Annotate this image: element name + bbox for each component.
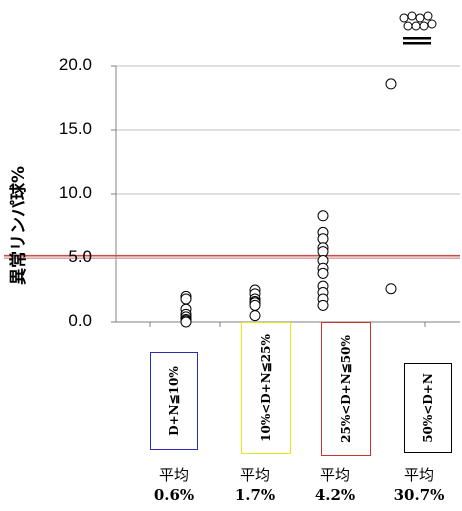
average-label-4: 平均 30.7% — [393, 466, 445, 504]
y-axis-label: 異常リンパ球% — [9, 165, 30, 285]
offscale-point — [419, 21, 429, 31]
offscale-point — [427, 19, 437, 29]
offscale-point — [407, 11, 417, 21]
y-tick-label: 10.0 — [58, 183, 92, 202]
average-label-1: 平均 0.6% — [153, 466, 195, 504]
offscale-point — [415, 13, 425, 23]
offscale-point — [403, 21, 413, 31]
offscale-bar — [403, 37, 431, 40]
category-label-2: 10%<D+N≦25% — [241, 322, 291, 454]
offscale-point — [411, 21, 421, 31]
category-label-4: 50%<D+N — [404, 363, 452, 453]
gridlines — [116, 65, 460, 323]
data-point — [317, 267, 329, 279]
data-point — [180, 293, 192, 305]
average-label-2: 平均 1.7% — [234, 466, 276, 504]
offscale-point — [399, 13, 409, 23]
category-label-3: 25%<D+N≦50% — [321, 322, 371, 456]
offscale-bar — [403, 42, 431, 45]
reference-line — [4, 254, 460, 259]
average-label-3: 平均 4.2% — [314, 466, 356, 504]
data-point — [317, 210, 329, 222]
data-point — [385, 283, 397, 295]
offscale-point — [423, 11, 433, 21]
data-points — [180, 78, 397, 328]
data-point — [385, 78, 397, 90]
data-point — [249, 310, 261, 322]
category-label-1: D+N≦10% — [150, 352, 198, 450]
y-tick-label: 20.0 — [58, 55, 92, 74]
data-point — [317, 299, 329, 311]
data-point — [249, 299, 261, 311]
offscale-markers — [399, 11, 437, 45]
data-point — [180, 316, 192, 328]
y-tick-label: 0.0 — [68, 311, 92, 330]
y-tick-label: 15.0 — [58, 119, 92, 138]
y-tick-label: 5.0 — [68, 247, 92, 266]
axes — [111, 65, 460, 327]
